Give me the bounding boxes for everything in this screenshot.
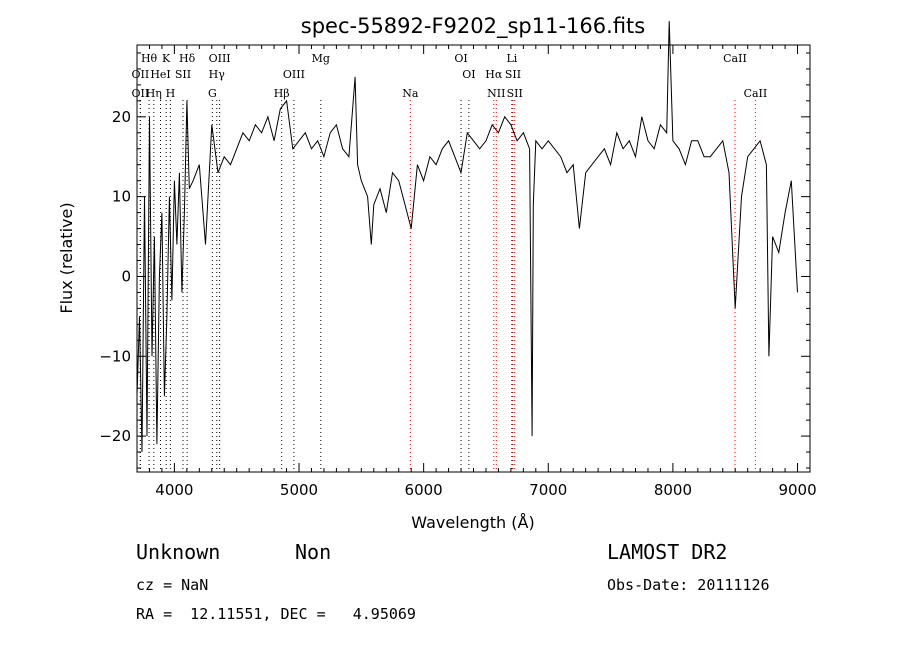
y-tick-label: −10 <box>99 347 131 365</box>
x-tick-label: 7000 <box>529 481 567 499</box>
survey-name: LAMOST DR2 <box>607 540 728 564</box>
line-marker-label: Li <box>506 52 517 65</box>
line-marker-label: OIII <box>283 68 305 81</box>
line-marker-label: SII <box>505 68 521 81</box>
x-tick-label: 5000 <box>280 481 318 499</box>
object-class: Unknown <box>136 540 221 564</box>
x-tick-label: 8000 <box>654 481 692 499</box>
line-marker-label: Hα <box>485 68 503 81</box>
line-marker-label: HeI <box>150 68 170 81</box>
line-marker-label: SII <box>507 87 523 100</box>
spectrum-series-line <box>136 21 798 453</box>
x-axis-label: Wavelength (Å) <box>411 513 534 532</box>
line-marker-label: Hδ <box>179 52 196 65</box>
line-marker-label: CaII <box>744 87 768 100</box>
line-marker-label: Hβ <box>274 87 290 100</box>
object-subclass: Non <box>295 540 332 564</box>
y-axis-label: Flux (relative) <box>57 202 76 313</box>
x-tick-label: 9000 <box>778 481 816 499</box>
y-tick-label: 10 <box>112 188 131 206</box>
line-marker-label: OI <box>454 52 467 65</box>
line-marker-label: OII <box>132 87 150 100</box>
line-marker-label: G <box>208 87 217 100</box>
line-marker-label: Hγ <box>209 68 226 81</box>
x-tick-label: 6000 <box>405 481 443 499</box>
line-marker-label: OII <box>132 68 150 81</box>
y-tick-label: 20 <box>112 108 131 126</box>
plot-frame <box>136 44 811 473</box>
line-marker-label: H <box>166 87 176 100</box>
line-marker-label: K <box>162 52 171 65</box>
y-tick-label: 0 <box>121 267 131 285</box>
line-marker-label: SII <box>175 68 191 81</box>
axis-ticks: 4000 5000 6000 7000 8000 9000 −20 −10 0 10 20 <box>99 45 817 499</box>
line-marker-label: NII <box>487 87 505 100</box>
line-marker-label: Hη <box>146 87 162 100</box>
line-marker-label: CaII <box>723 52 747 65</box>
line-marker-label: Na <box>402 87 419 100</box>
chart-title: spec-55892-F9202_sp11-166.fits <box>301 14 645 39</box>
y-tick-label: −20 <box>99 427 131 445</box>
line-marker-label: Mg <box>312 52 330 65</box>
x-tick-label: 4000 <box>155 481 193 499</box>
line-marker-label: OI <box>462 68 475 81</box>
coordinates: RA = 12.11551, DEC = 4.95069 <box>136 605 416 623</box>
observation-date: Obs-Date: 20111126 <box>607 576 770 594</box>
redshift-cz: cz = NaN <box>136 576 209 594</box>
line-marker-label: OIII <box>209 52 231 65</box>
line-marker-label: Hθ <box>141 52 158 65</box>
